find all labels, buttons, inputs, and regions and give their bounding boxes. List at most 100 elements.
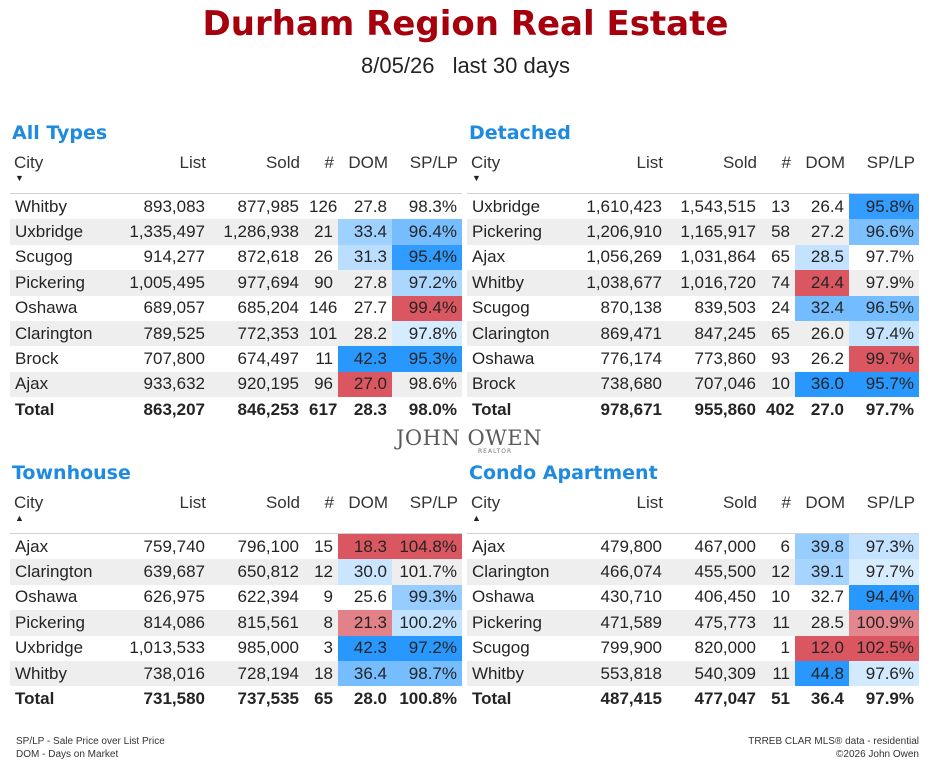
table-row[interactable]: Uxbridge 1,013,533 985,000 3 42.3 97.2% — [10, 635, 462, 661]
table-row[interactable]: Whitby 553,818 540,309 11 44.8 97.6% — [467, 660, 919, 687]
column-header-dom[interactable]: DOM — [795, 487, 849, 534]
table-row[interactable]: Whitby 738,016 728,194 18 36.4 98.7% — [10, 660, 462, 687]
cell-dom: 39.8 — [795, 533, 849, 560]
table-row[interactable]: Ajax 1,056,269 1,031,864 65 28.5 97.7% — [467, 244, 919, 271]
table-row[interactable]: Pickering 1,005,495 977,694 90 27.8 97.2% — [10, 270, 462, 296]
total-splp: 98.0% — [392, 397, 462, 424]
cell-dom: 44.8 — [795, 660, 849, 687]
cell-splp: 97.2% — [392, 270, 462, 296]
column-header-dom[interactable]: DOM — [338, 147, 392, 194]
column-header-list[interactable]: List — [122, 147, 210, 194]
column-header-sold[interactable]: Sold — [667, 487, 761, 534]
table-row[interactable]: Scugog 799,900 820,000 1 12.0 102.5% — [467, 635, 919, 661]
column-header-city[interactable]: City ▲ — [467, 487, 579, 534]
cell-sold: 847,245 — [667, 320, 761, 347]
total-dom: 27.0 — [795, 397, 849, 424]
column-header-sold[interactable]: Sold — [667, 147, 761, 194]
cell-splp: 95.7% — [849, 371, 919, 398]
column-header-dom[interactable]: DOM — [795, 147, 849, 194]
cell-city: Ajax — [10, 371, 122, 398]
cell-city: Uxbridge — [10, 219, 122, 245]
table-row[interactable]: Ajax 933,632 920,195 96 27.0 98.6% — [10, 371, 462, 398]
table-row[interactable]: Pickering 1,206,910 1,165,917 58 27.2 96.6% — [467, 219, 919, 245]
footer-dom-note: DOM - Days on Market — [16, 749, 119, 760]
column-header-city[interactable]: City ▼ — [10, 147, 122, 194]
cell-list: 1,005,495 — [122, 270, 210, 296]
column-header-splp[interactable]: SP/LP — [392, 487, 462, 534]
table-row[interactable]: Oshawa 430,710 406,450 10 32.7 94.4% — [467, 584, 919, 611]
table-row[interactable]: Clarington 466,074 455,500 12 39.1 97.7% — [467, 559, 919, 585]
column-header-city[interactable]: City ▲ — [10, 487, 122, 534]
column-header-sold[interactable]: Sold — [210, 487, 304, 534]
column-header-count[interactable]: # — [304, 147, 338, 194]
table-row[interactable]: Clarington 639,687 650,812 12 30.0 101.7% — [10, 559, 462, 585]
cell-splp: 100.2% — [392, 610, 462, 636]
cell-count: 65 — [771, 247, 790, 267]
footer-data-source: TRREB CLAR MLS® data - residential — [748, 736, 919, 747]
table-row[interactable]: Oshawa 626,975 622,394 9 25.6 99.3% — [10, 584, 462, 611]
cell-count: 13 — [771, 196, 790, 216]
cell-count: 11 — [761, 610, 795, 636]
table-row[interactable]: Scugog 914,277 872,618 26 31.3 95.4% — [10, 244, 462, 271]
table-row[interactable]: Uxbridge 1,335,497 1,286,938 21 33.4 96.4% — [10, 219, 462, 245]
cell-sold: 820,000 — [694, 638, 756, 658]
cell-sold: 877,985 — [237, 196, 299, 216]
table-row[interactable]: Oshawa 689,057 685,204 146 27.7 99.4% — [10, 295, 462, 321]
column-header-city[interactable]: City ▼ — [467, 147, 579, 194]
column-header-list[interactable]: List — [122, 487, 210, 534]
total-city: Total — [467, 397, 579, 424]
table-row[interactable]: Oshawa 776,174 773,860 93 26.2 99.7% — [467, 346, 919, 372]
cell-count: 21 — [304, 219, 338, 245]
column-header-sold[interactable]: Sold — [210, 147, 304, 194]
column-header-label: DOM — [348, 153, 388, 172]
sort-ascending-icon[interactable]: ▲ — [15, 513, 24, 523]
cell-list: 814,086 — [122, 610, 210, 636]
sort-descending-icon[interactable]: ▼ — [472, 173, 481, 183]
market-table: City ▼ List Sold # DOM SP/LP Whitby 893,083 877,9… — [10, 147, 462, 424]
cell-city: Whitby — [467, 270, 579, 296]
table-row[interactable]: Whitby 1,038,677 1,016,720 74 24.4 97.9% — [467, 270, 919, 296]
column-header-label: City — [14, 493, 44, 512]
column-header-label: SP/LP — [409, 493, 458, 512]
table-row[interactable]: Clarington 869,471 847,245 65 26.0 97.4% — [467, 320, 919, 347]
column-header-list[interactable]: List — [579, 147, 667, 194]
cell-count: 15 — [314, 536, 333, 556]
table-total-row: Total 978,671 955,860 402 27.0 97.7% — [467, 397, 919, 424]
table-row[interactable]: Uxbridge 1,610,423 1,543,515 13 26.4 95.8% — [467, 193, 919, 220]
table-row[interactable]: Ajax 759,740 796,100 15 18.3 104.8% — [10, 533, 462, 560]
table-row[interactable]: Whitby 893,083 877,985 126 27.8 98.3% — [10, 194, 462, 220]
column-header-count[interactable]: # — [761, 147, 795, 194]
cell-splp: 95.8% — [849, 193, 919, 220]
cell-count: 65 — [761, 320, 795, 347]
cell-city: Oshawa — [15, 298, 78, 318]
cell-sold: 839,503 — [694, 298, 756, 318]
cell-sold: 1,286,938 — [210, 219, 304, 245]
cell-sold: 467,000 — [694, 536, 756, 556]
table-row[interactable]: Brock 738,680 707,046 10 36.0 95.7% — [467, 371, 919, 398]
table-row[interactable]: Ajax 479,800 467,000 6 39.8 97.3% — [467, 533, 919, 560]
column-header-splp[interactable]: SP/LP — [392, 147, 462, 194]
column-header-splp[interactable]: SP/LP — [849, 487, 919, 534]
table-row[interactable]: Clarington 789,525 772,353 101 28.2 97.8% — [10, 320, 462, 347]
table-row[interactable]: Scugog 870,138 839,503 24 32.4 96.5% — [467, 295, 919, 321]
table-row[interactable]: Brock 707,800 674,497 11 42.3 95.3% — [10, 346, 462, 372]
table-row[interactable]: Pickering 814,086 815,561 8 21.3 100.2% — [10, 610, 462, 636]
cell-sold: 674,497 — [237, 349, 299, 369]
cell-count: 24 — [771, 298, 790, 318]
column-header-count[interactable]: # — [761, 487, 795, 534]
column-header-splp[interactable]: SP/LP — [849, 147, 919, 194]
panel-townhouse: Townhouse City ▲ List Sold # DOM SP/LP Ajax 759,7… — [10, 461, 462, 713]
cell-sold: 985,000 — [237, 638, 299, 658]
column-header-label: City — [471, 493, 501, 512]
column-header-dom[interactable]: DOM — [338, 487, 392, 534]
total-city: Total — [10, 397, 122, 424]
cell-count: 12 — [761, 559, 795, 585]
column-header-list[interactable]: List — [579, 487, 667, 534]
sort-ascending-icon[interactable]: ▲ — [472, 513, 481, 523]
table-title: Condo Apartment — [469, 462, 658, 484]
total-splp: 100.8% — [392, 686, 462, 713]
column-header-count[interactable]: # — [304, 487, 338, 534]
table-row[interactable]: Pickering 471,589 475,773 11 28.5 100.9% — [467, 610, 919, 636]
cell-sold: 685,204 — [237, 298, 299, 318]
sort-descending-icon[interactable]: ▼ — [15, 173, 24, 183]
